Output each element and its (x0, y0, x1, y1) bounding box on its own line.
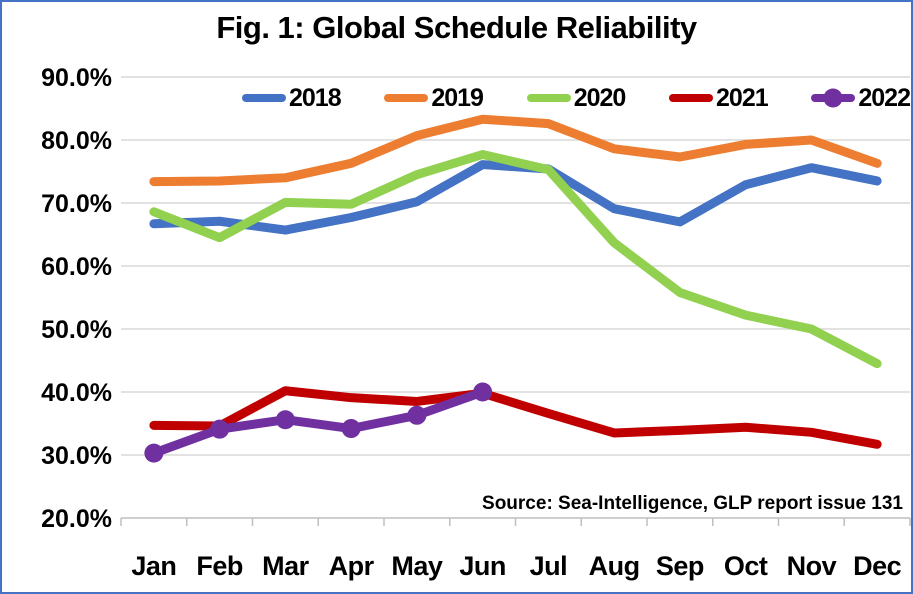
x-tick-label-Sep: Sep (656, 551, 704, 581)
series-line-2021 (149, 386, 882, 449)
x-tick-label-Jun: Jun (459, 551, 506, 581)
x-tick-label-May: May (391, 551, 443, 581)
legend-label-2020: 2020 (573, 83, 627, 112)
series-line-2018 (149, 160, 882, 235)
y-tick-label-40.0%: 40.0% (41, 379, 112, 407)
legend-item-2020: 2020 (526, 83, 627, 113)
y-tick-label-90.0%: 90.0% (41, 64, 112, 92)
x-tick-label-Aug: Aug (589, 551, 640, 581)
legend-label-2021: 2021 (716, 83, 769, 112)
y-tick-label-50.0%: 50.0% (41, 316, 112, 344)
series-line-2022 (149, 387, 488, 458)
legend-item-2019: 2019 (384, 83, 484, 113)
x-tick-label-Mar: Mar (262, 551, 310, 581)
series-line-2019 (149, 114, 882, 187)
legend-label-2019: 2019 (431, 83, 484, 112)
x-tick-label-Feb: Feb (196, 551, 243, 581)
y-tick-label-80.0%: 80.0% (41, 127, 112, 155)
marker-2022-Apr (341, 419, 361, 439)
y-tick-label-70.0%: 70.0% (41, 190, 112, 218)
x-tick-label-Jan: Jan (131, 551, 176, 581)
marker-2022-Jan (144, 443, 164, 463)
marker-2022-Jun (473, 382, 493, 402)
y-tick-label-60.0%: 60.0% (41, 253, 112, 281)
x-tick-label-Nov: Nov (787, 551, 837, 581)
legend-label-2018: 2018 (289, 83, 342, 112)
chart-title: Fig. 1: Global Schedule Reliability (216, 10, 697, 45)
legend-label-2022: 2022 (858, 83, 911, 112)
marker-2022-Mar (275, 410, 295, 430)
y-tick-label-20.0%: 20.0% (41, 505, 112, 533)
x-tick-label-Jul: Jul (530, 551, 568, 581)
x-tick-label-Dec: Dec (853, 551, 902, 581)
legend-item-2022: 2022 (811, 83, 911, 113)
x-tick-label-Oct: Oct (724, 551, 768, 581)
legend-marker-icon-2022 (823, 88, 843, 108)
source-note: Source: Sea-Intelligence, GLP report iss… (482, 493, 903, 514)
marker-2022-May (407, 405, 427, 425)
x-tick-label-Apr: Apr (329, 551, 375, 581)
marker-2022-Feb (210, 419, 230, 439)
legend-line-swatch-2022 (811, 88, 856, 108)
series-line-2020 (149, 149, 882, 369)
legend-item-2021: 2021 (669, 83, 769, 113)
legend-line-swatch-2021 (669, 94, 714, 102)
legend-line-swatch-2018 (242, 94, 286, 102)
legend-line-swatch-2020 (526, 94, 571, 102)
legend-item-2018: 2018 (242, 83, 342, 113)
legend: 2018 2019 2020 2021 2022 (242, 83, 911, 113)
legend-line-swatch-2019 (384, 94, 429, 102)
y-tick-label-30.0%: 30.0% (41, 442, 112, 470)
